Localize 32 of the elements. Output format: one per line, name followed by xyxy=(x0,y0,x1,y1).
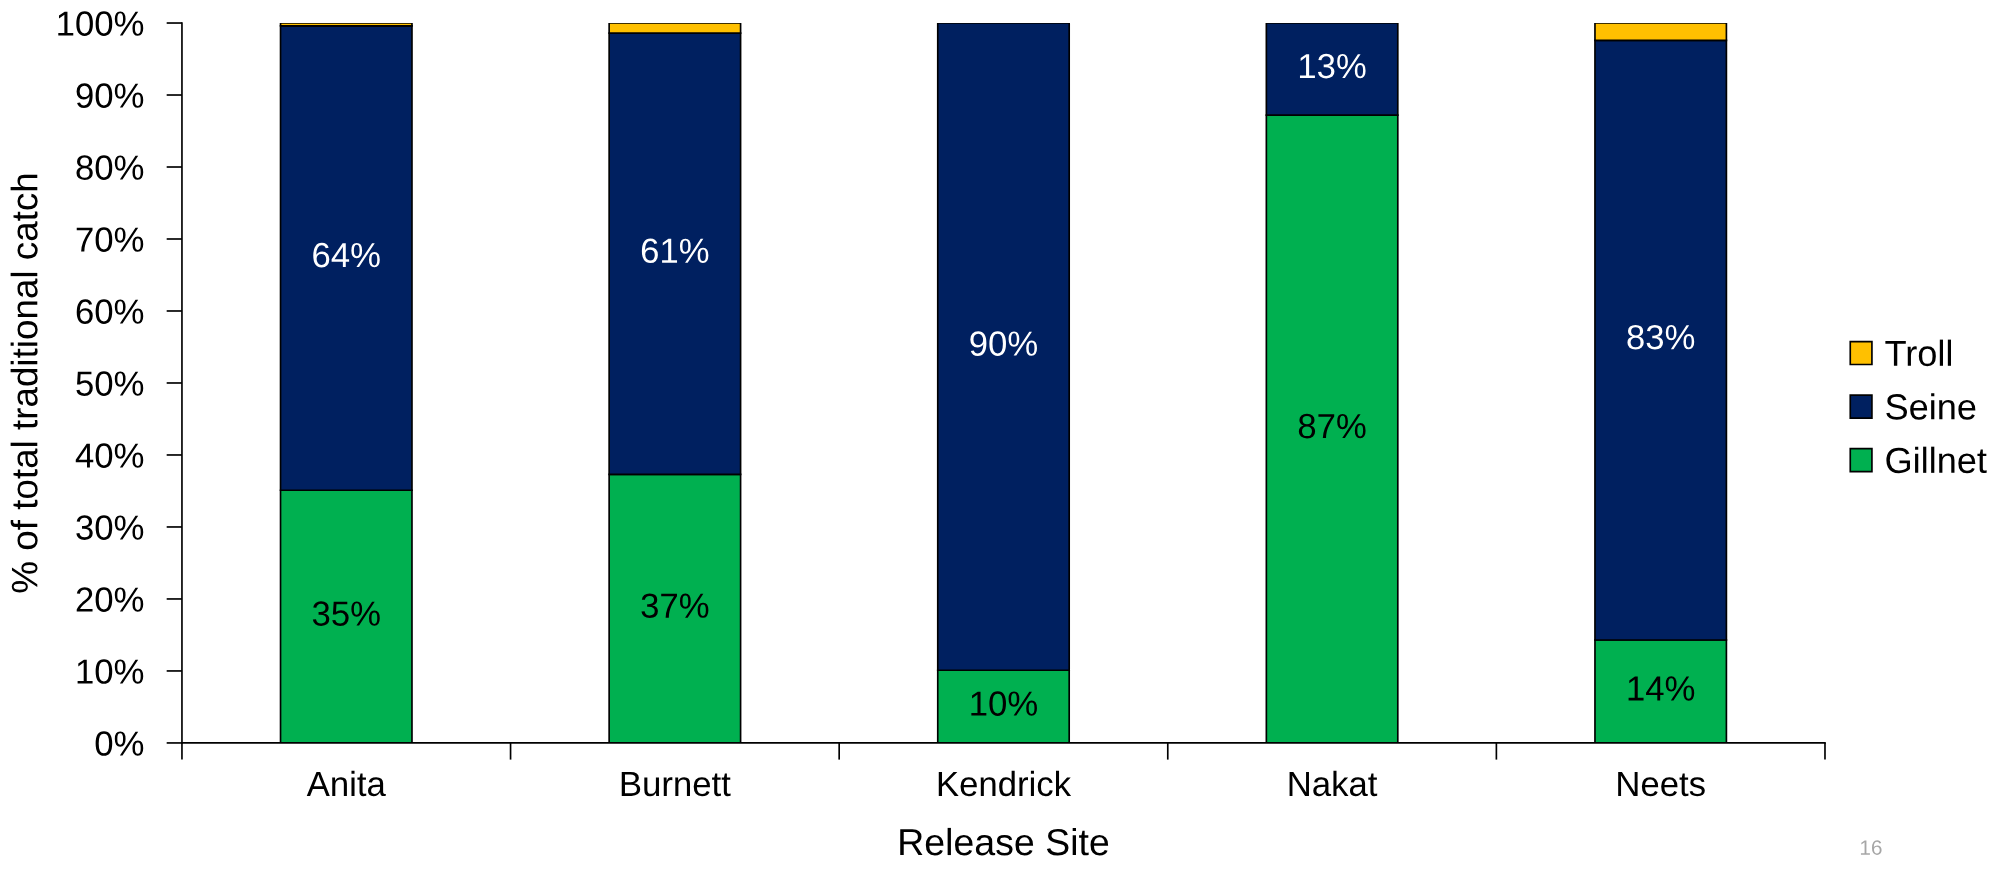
y-tick-label: 30% xyxy=(76,515,144,540)
y-tick-label: 80% xyxy=(76,155,144,180)
y-tick-label: 40% xyxy=(75,443,144,468)
x-tick-label: Anita xyxy=(306,770,386,797)
x-axis-title: Release Site xyxy=(900,827,1109,856)
y-tick-label: 50% xyxy=(76,371,144,396)
x-tick-label: Nakat xyxy=(1289,770,1378,797)
y-tick-label: 100% xyxy=(58,11,144,36)
data-label: 83% xyxy=(1627,324,1695,350)
y-tick-label: 70% xyxy=(76,227,144,252)
x-tick-label: Kendrick xyxy=(938,770,1072,797)
data-label: 87% xyxy=(1298,413,1366,439)
legend-label: Troll xyxy=(1885,339,1952,367)
y-tick-label: 10% xyxy=(77,659,144,684)
x-tick-label: Burnett xyxy=(621,772,731,797)
y-tick-label: 60% xyxy=(76,299,144,324)
data-label: 13% xyxy=(1299,53,1366,79)
data-label: 61% xyxy=(641,238,709,264)
data-label: 90% xyxy=(970,331,1037,356)
y-tick-label: 0% xyxy=(95,731,144,756)
data-label: 14% xyxy=(1628,676,1695,701)
data-label: 10% xyxy=(971,691,1037,716)
data-label: 37% xyxy=(641,593,709,618)
y-axis-title: % of total traditional catch xyxy=(10,174,38,593)
x-tick-label: Neets xyxy=(1618,772,1705,797)
y-tick-label: 20% xyxy=(76,587,144,612)
text: 16 xyxy=(1860,840,1882,855)
legend-label: Gillnet xyxy=(1886,446,1987,474)
y-tick-label: 90% xyxy=(76,83,144,108)
data-label: 64% xyxy=(313,242,380,268)
data-label: 35% xyxy=(312,601,380,626)
legend-label: Seine xyxy=(1886,393,1976,420)
